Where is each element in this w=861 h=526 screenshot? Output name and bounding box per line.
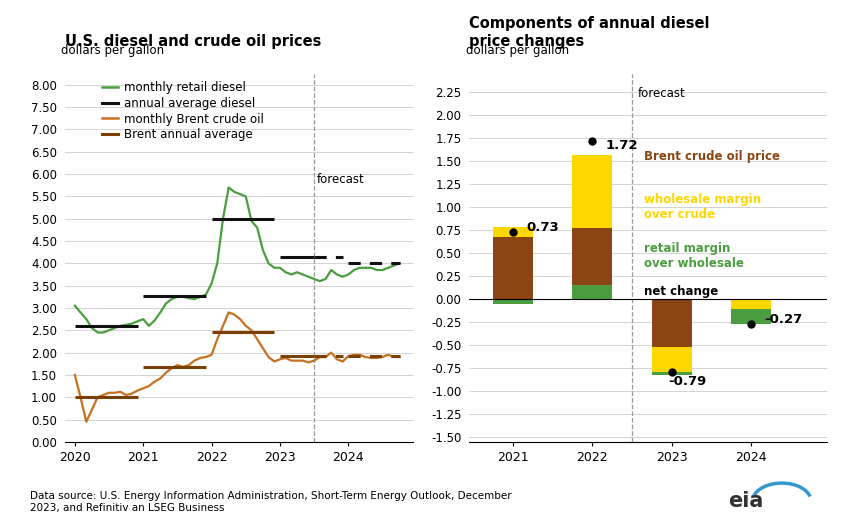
- Text: Data source: U.S. Energy Information Administration, Short-Term Energy Outlook, : Data source: U.S. Energy Information Adm…: [30, 491, 511, 513]
- Text: Components of annual diesel
price changes: Components of annual diesel price change…: [469, 16, 709, 49]
- Text: retail margin
over wholesale: retail margin over wholesale: [644, 242, 744, 270]
- Text: 0.73: 0.73: [526, 221, 559, 234]
- Text: U.S. diesel and crude oil prices: U.S. diesel and crude oil prices: [65, 34, 321, 49]
- Text: wholesale margin
over crude: wholesale margin over crude: [644, 194, 761, 221]
- Text: -0.79: -0.79: [668, 375, 706, 388]
- Bar: [493, 227, 533, 237]
- Bar: [731, 300, 771, 309]
- Bar: [731, 299, 771, 300]
- Bar: [573, 285, 612, 299]
- Bar: [493, 299, 533, 304]
- Text: eia: eia: [728, 491, 764, 511]
- Bar: [493, 237, 533, 299]
- Text: forecast: forecast: [638, 87, 685, 99]
- Text: dollars per gallon: dollars per gallon: [61, 44, 164, 57]
- Text: net change: net change: [644, 285, 718, 298]
- Text: dollars per gallon: dollars per gallon: [466, 44, 569, 57]
- Text: -0.27: -0.27: [765, 313, 802, 326]
- Bar: [652, 372, 691, 375]
- Bar: [652, 299, 691, 347]
- Text: forecast: forecast: [317, 173, 364, 186]
- Bar: [652, 347, 691, 375]
- Bar: [573, 155, 612, 228]
- Bar: [573, 228, 612, 299]
- Legend: monthly retail diesel, annual average diesel, monthly Brent crude oil, Brent ann: monthly retail diesel, annual average di…: [102, 82, 264, 141]
- Text: Brent crude oil price: Brent crude oil price: [644, 150, 780, 163]
- Bar: [731, 309, 771, 324]
- Text: 1.72: 1.72: [606, 139, 638, 152]
